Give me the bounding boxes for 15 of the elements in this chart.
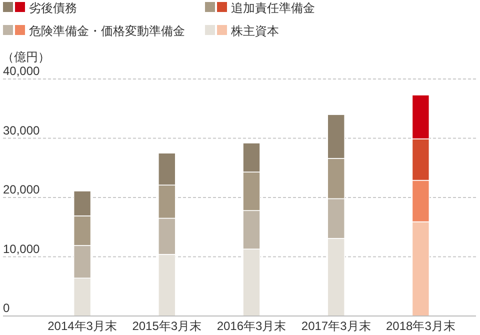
y-tick-label: 20,000 [3,182,40,196]
legend-label: 危険準備金・価格変動準備金 [29,24,185,38]
y-tick-label: 0 [3,301,10,315]
x-tick-label: 2017年3月末 [301,319,371,333]
x-tick-label: 2015年3月末 [132,319,202,333]
x-tick-label: 2018年3月末 [386,319,456,333]
legend-label: 追加責任準備金 [231,1,315,15]
x-tick-label: 2014年3月末 [48,319,117,333]
y-tick-label: 10,000 [3,242,40,256]
legend-label: 株主資本 [230,24,279,38]
legend-label: 劣後債務 [29,1,77,15]
y-tick-label: 30,000 [3,123,40,138]
x-tick-label: 2016年3月末 [216,319,286,333]
y-axis-title: （億円） [2,50,50,64]
y-tick-label: 40,000 [3,64,40,78]
